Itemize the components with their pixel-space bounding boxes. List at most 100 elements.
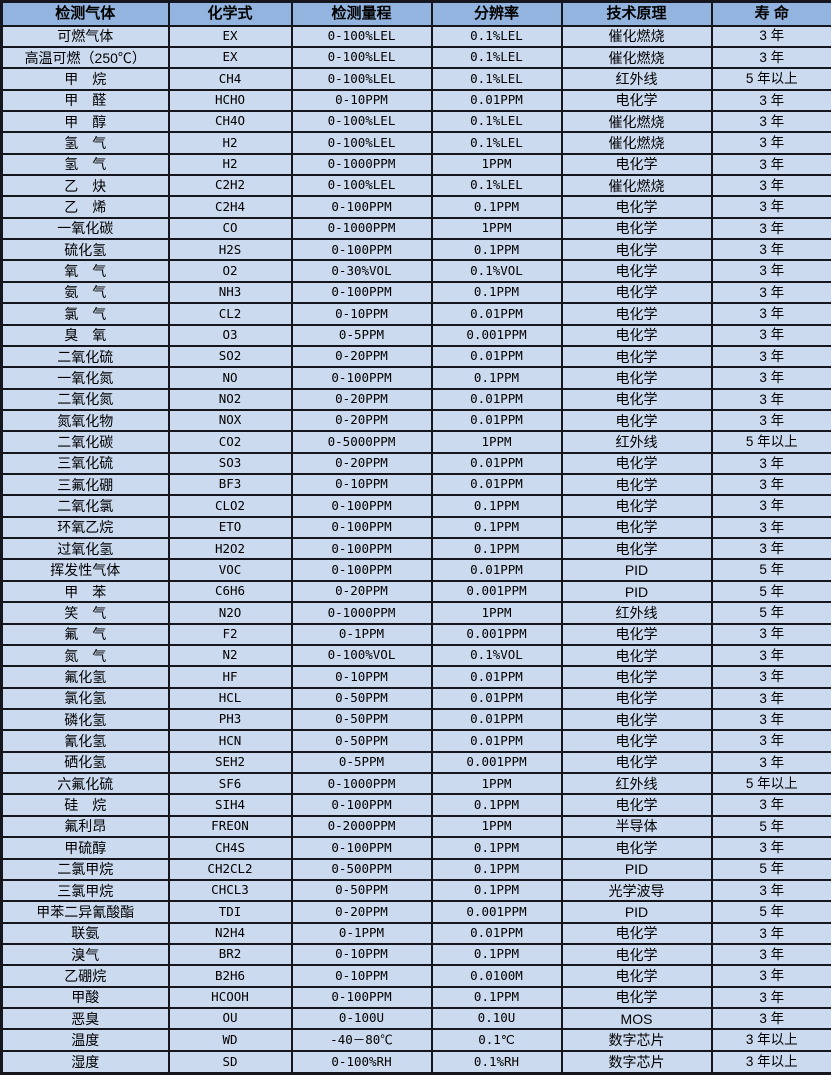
cell-resolution: 1PPM — [430, 814, 563, 839]
header-row: 检测气体 化学式 检测量程 分辨率 技术原理 寿 命 — [0, 0, 831, 27]
cell-principle: 电化学 — [560, 238, 713, 262]
cell-principle: 电化学 — [560, 921, 713, 945]
cell-formula: SF6 — [167, 772, 293, 796]
cell-resolution: 0.1PPM — [430, 366, 563, 390]
cell-principle: PID — [560, 900, 713, 924]
cell-principle: 电化学 — [560, 88, 713, 112]
table-row: 硫化氢 H2S 0-100PPM 0.1PPM 电化学 3 年 — [0, 238, 831, 262]
cell-gas: 笑 气 — [0, 601, 170, 625]
cell-resolution: 0.1PPM — [430, 793, 563, 817]
cell-principle: PID — [560, 857, 713, 881]
cell-principle: 电化学 — [560, 280, 713, 305]
cell-formula: SD — [167, 1049, 293, 1075]
cell-formula: CO — [167, 216, 293, 241]
col-header-gas: 检测气体 — [0, 0, 170, 27]
cell-formula: N2H4 — [167, 921, 293, 945]
cell-lifespan: 3 年 — [710, 88, 831, 112]
cell-gas: 二氧化碳 — [0, 430, 170, 454]
cell-lifespan: 3 年 — [710, 921, 831, 945]
cell-lifespan: 5 年 — [710, 900, 831, 924]
cell-lifespan: 3 年 — [710, 216, 831, 241]
cell-lifespan: 3 年 — [710, 836, 831, 860]
cell-resolution: 0.01PPM — [430, 473, 563, 497]
cell-lifespan: 3 年 — [710, 302, 831, 326]
table-row: 环氧乙烷 ETO 0-100PPM 0.1PPM 电化学 3 年 — [0, 515, 831, 540]
cell-gas: 磷化氢 — [0, 707, 170, 732]
cell-range: 0-20PPM — [290, 387, 433, 411]
cell-principle: 催化燃烧 — [560, 173, 713, 198]
cell-lifespan: 3 年 — [710, 109, 831, 134]
cell-lifespan: 3 年 — [710, 964, 831, 988]
cell-formula: N2O — [167, 601, 293, 625]
cell-range: 0-100PPM — [290, 836, 433, 860]
cell-lifespan: 3 年 — [710, 323, 831, 347]
cell-gas: 氮氧化物 — [0, 408, 170, 433]
cell-lifespan: 3 年 — [710, 473, 831, 497]
cell-formula: CH4 — [167, 67, 293, 91]
cell-resolution: 0.001PPM — [430, 323, 563, 347]
cell-lifespan: 3 年 — [710, 665, 831, 689]
cell-formula: HF — [167, 665, 293, 689]
cell-lifespan: 3 年 — [710, 515, 831, 540]
table-row: 氟 气 F2 0-1PPM 0.001PPM 电化学 3 年 — [0, 622, 831, 646]
cell-resolution: 0.1PPM — [430, 238, 563, 262]
cell-gas: 氨 气 — [0, 280, 170, 305]
cell-gas: 氟利昂 — [0, 814, 170, 839]
cell-formula: NO2 — [167, 387, 293, 411]
cell-gas: 三氟化硼 — [0, 473, 170, 497]
cell-formula: WD — [167, 1028, 293, 1052]
cell-resolution: 0.001PPM — [430, 750, 563, 775]
cell-principle: 电化学 — [560, 216, 713, 241]
cell-lifespan: 3 年 — [710, 45, 831, 70]
cell-gas: 甲 烷 — [0, 67, 170, 91]
table-row: 甲酸 HCOOH 0-100PPM 0.1PPM 电化学 3 年 — [0, 985, 831, 1010]
table-row: 氟化氢 HF 0-10PPM 0.01PPM 电化学 3 年 — [0, 665, 831, 689]
table-row: 三氧化硫 SO3 0-20PPM 0.01PPM 电化学 3 年 — [0, 451, 831, 476]
cell-principle: 电化学 — [560, 408, 713, 433]
cell-principle: 红外线 — [560, 772, 713, 796]
cell-lifespan: 5 年 — [710, 558, 831, 582]
cell-range: 0-1000PPM — [290, 216, 433, 241]
cell-range: 0-100PPM — [290, 195, 433, 219]
cell-formula: H2 — [167, 131, 293, 155]
cell-resolution: 0.1%LEL — [430, 131, 563, 155]
cell-range: 0-100%LEL — [290, 131, 433, 155]
cell-principle: 光学波导 — [560, 878, 713, 903]
cell-formula: SO2 — [167, 344, 293, 369]
cell-resolution: 0.1PPM — [430, 494, 563, 518]
cell-lifespan: 3 年 — [710, 729, 831, 753]
cell-gas: 臭 氧 — [0, 323, 170, 347]
cell-range: 0-10PPM — [290, 942, 433, 967]
col-header-lifespan: 寿 命 — [710, 0, 831, 27]
cell-lifespan: 3 年 — [710, 750, 831, 775]
cell-formula: C2H2 — [167, 173, 293, 198]
cell-gas: 一氧化碳 — [0, 216, 170, 241]
table-row: 联氨 N2H4 0-1PPM 0.01PPM 电化学 3 年 — [0, 921, 831, 945]
cell-resolution: 0.01PPM — [430, 921, 563, 945]
cell-range: 0-100%LEL — [290, 173, 433, 198]
cell-range: 0-20PPM — [290, 579, 433, 604]
cell-lifespan: 3 年 — [710, 942, 831, 967]
table-row: 甲硫醇 CH4S 0-100PPM 0.1PPM 电化学 3 年 — [0, 836, 831, 860]
cell-formula: TDI — [167, 900, 293, 924]
table-row: 三氟化硼 BF3 0-10PPM 0.01PPM 电化学 3 年 — [0, 473, 831, 497]
table-row: 氨 气 NH3 0-100PPM 0.1PPM 电化学 3 年 — [0, 280, 831, 305]
cell-lifespan: 3 年 — [710, 280, 831, 305]
cell-resolution: 0.1%VOL — [430, 643, 563, 668]
cell-principle: 电化学 — [560, 643, 713, 668]
cell-lifespan: 3 年 — [710, 985, 831, 1010]
cell-principle: 电化学 — [560, 665, 713, 689]
cell-resolution: 0.1PPM — [430, 836, 563, 860]
cell-resolution: 0.1PPM — [430, 280, 563, 305]
cell-formula: B2H6 — [167, 964, 293, 988]
cell-resolution: 0.1%LEL — [430, 109, 563, 134]
cell-principle: 催化燃烧 — [560, 45, 713, 70]
cell-lifespan: 5 年以上 — [710, 772, 831, 796]
cell-principle: 催化燃烧 — [560, 24, 713, 48]
table-row: 温度 WD -40－80℃ 0.1℃ 数字芯片 3 年以上 — [0, 1028, 831, 1052]
cell-principle: 电化学 — [560, 451, 713, 476]
cell-principle: 半导体 — [560, 814, 713, 839]
cell-formula: C6H6 — [167, 579, 293, 604]
cell-principle: 电化学 — [560, 964, 713, 988]
